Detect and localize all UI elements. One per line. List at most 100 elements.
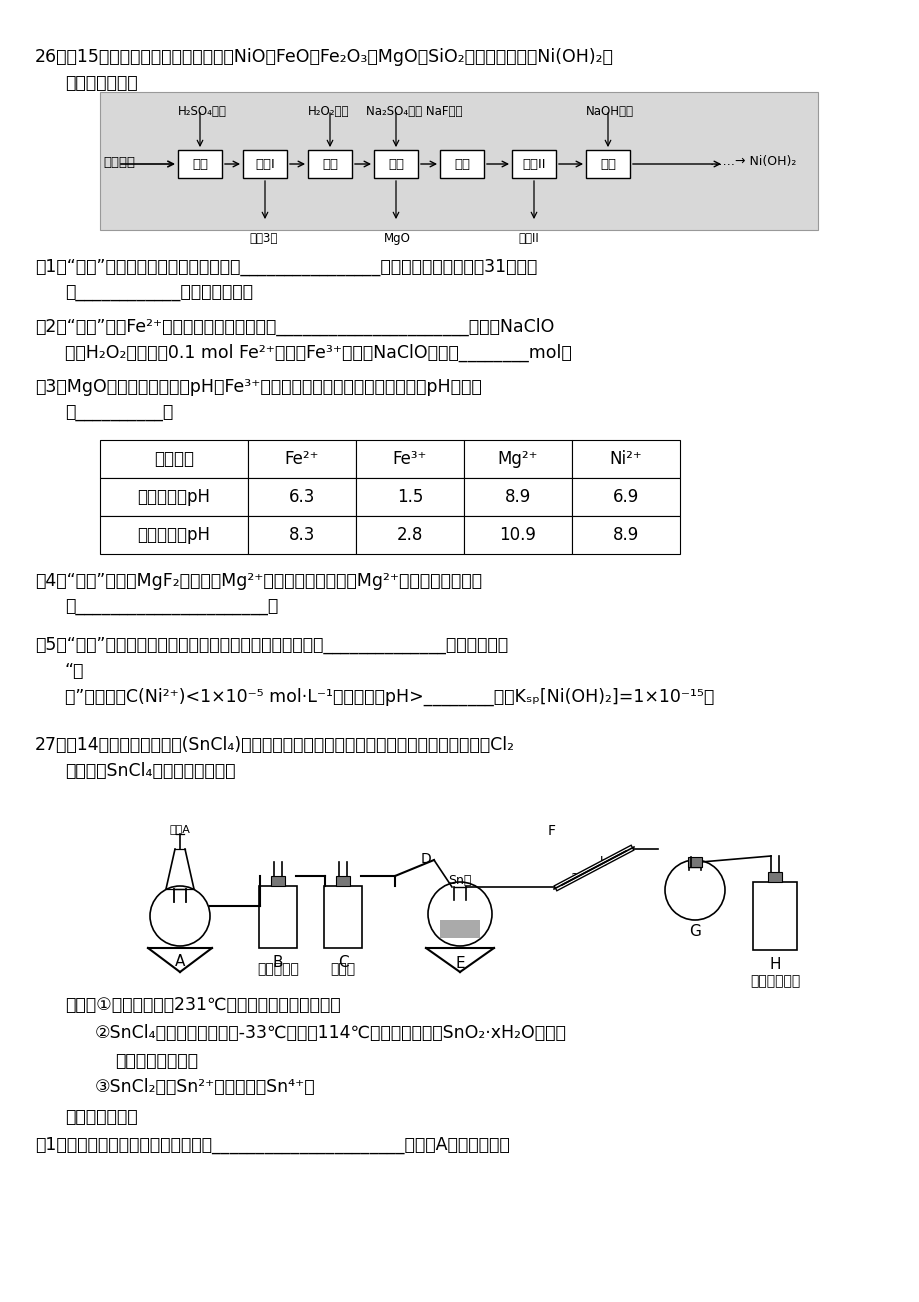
- Bar: [356, 516, 463, 553]
- Bar: [259, 885, 297, 948]
- Text: 工艺流程如图：: 工艺流程如图：: [65, 74, 138, 92]
- Text: 湿的空气中发烟。: 湿的空气中发烟。: [115, 1052, 198, 1070]
- Text: 沉铁: 沉铁: [388, 158, 403, 171]
- Bar: [100, 478, 248, 516]
- Text: D: D: [420, 852, 431, 866]
- Text: Na₂SO₄溶液 NaF溶液: Na₂SO₄溶液 NaF溶液: [366, 105, 462, 118]
- Text: 沉淀完全的pH: 沉淀完全的pH: [137, 526, 210, 544]
- Text: 10.9: 10.9: [499, 526, 536, 544]
- Text: 代替H₂O₂溶液，䁱0.1 mol Fe²⁺转化为Fe³⁺，则需NaClO至少为________mol。: 代替H₂O₂溶液，䁱0.1 mol Fe²⁺转化为Fe³⁺，则需NaClO至少为…: [65, 344, 571, 362]
- Text: 8.3: 8.3: [289, 526, 315, 544]
- Bar: [100, 440, 248, 478]
- Text: 已知：①金属锡燕点为231℃，化学活泼性与铁相似。: 已知：①金属锡燕点为231℃，化学活泼性与铁相似。: [65, 996, 340, 1014]
- Bar: [248, 516, 356, 553]
- Bar: [572, 516, 679, 553]
- Bar: [308, 150, 352, 178]
- Bar: [243, 150, 287, 178]
- Text: 回答下列问题：: 回答下列问题：: [65, 1108, 138, 1126]
- Text: 26．（15分）以红土镁矿（主要成分为NiO、FeO、Fe₂O₃、MgO和SiO₂等）为原料制备Ni(OH)₂的: 26．（15分）以红土镁矿（主要成分为NiO、FeO、Fe₂O₃、MgO和SiO…: [35, 48, 613, 66]
- Bar: [463, 478, 572, 516]
- Text: 开始沉淀的pH: 开始沉淀的pH: [137, 488, 210, 506]
- Text: a: a: [570, 870, 577, 883]
- Bar: [439, 921, 480, 937]
- Text: B: B: [272, 954, 283, 970]
- Bar: [325, 905, 359, 926]
- Bar: [463, 516, 572, 553]
- Circle shape: [427, 881, 492, 947]
- Bar: [100, 92, 817, 230]
- Text: Sn粉: Sn粉: [448, 874, 471, 887]
- Text: （1）“酸浸”时，加快化学反应速率的措施________________（写一条即可）。滤渤31的成分: （1）“酸浸”时，加快化学反应速率的措施________________（写一条…: [35, 258, 537, 276]
- Text: Mg²⁺: Mg²⁺: [497, 450, 538, 467]
- Bar: [585, 150, 630, 178]
- Text: （3）MgO的作用是调节溶液pH使Fe³⁺沉淀，根据下表的数据，则调节溶液pH的范围: （3）MgO的作用是调节溶液pH使Fe³⁺沉淀，根据下表的数据，则调节溶液pH的…: [35, 378, 482, 396]
- Text: 沉镁: 沉镁: [599, 158, 616, 171]
- Text: 沉镁: 沉镁: [453, 158, 470, 171]
- Bar: [374, 150, 417, 178]
- Bar: [463, 440, 572, 478]
- Text: 反应制备SnCl₄，装置如图所示。: 反应制备SnCl₄，装置如图所示。: [65, 762, 235, 780]
- Text: 滤渤3１: 滤渤3１: [249, 232, 277, 245]
- Bar: [767, 872, 781, 881]
- Text: Fe²⁺: Fe²⁺: [285, 450, 319, 467]
- Bar: [572, 478, 679, 516]
- Bar: [572, 440, 679, 478]
- Text: H: H: [768, 957, 780, 973]
- Bar: [248, 440, 356, 478]
- Text: C: C: [337, 954, 348, 970]
- Text: ……→ Ni(OH)₂: ……→ Ni(OH)₂: [709, 155, 796, 168]
- Bar: [439, 150, 483, 178]
- Text: （5）“沉镁”后需过滤、洗洤，证明沉淀已洗洤干净的方法是______________。室温时，若: （5）“沉镁”后需过滤、洗洤，证明沉淀已洗洤干净的方法是____________…: [35, 635, 507, 654]
- Bar: [335, 876, 349, 885]
- Bar: [512, 150, 555, 178]
- Text: 过滤I: 过滤I: [255, 158, 275, 171]
- Text: H₂O₂溶液: H₂O₂溶液: [308, 105, 349, 118]
- Text: 浓硫酸: 浓硫酸: [330, 962, 355, 976]
- Text: E: E: [455, 956, 464, 971]
- Text: （4）“沉镁”是生成MgF₂沉淀除去Mg²⁺。若溶液酸度过高，Mg²⁺沉淀不完全，原因: （4）“沉镁”是生成MgF₂沉淀除去Mg²⁺。若溶液酸度过高，Mg²⁺沉淀不完全…: [35, 572, 482, 590]
- Text: b: b: [599, 855, 607, 868]
- Text: 液液A: 液液A: [169, 824, 190, 835]
- Text: A: A: [175, 954, 185, 969]
- Text: H₂SO₄溶液: H₂SO₄溶液: [177, 105, 227, 118]
- Text: 8.9: 8.9: [505, 488, 530, 506]
- Text: 为____________（填化学式）。: 为____________（填化学式）。: [65, 284, 253, 302]
- Circle shape: [150, 885, 210, 947]
- Text: 是______________________。: 是______________________。: [65, 598, 278, 616]
- Text: ②SnCl₄为无色液体，燕点-33℃，沸点114℃，极易水解生成SnO₂·xH₂O，在潮: ②SnCl₄为无色液体，燕点-33℃，沸点114℃，极易水解生成SnO₂·xH₂…: [95, 1023, 566, 1042]
- Text: 饱和食盐水: 饱和食盐水: [256, 962, 299, 976]
- Text: 6.9: 6.9: [612, 488, 639, 506]
- Bar: [271, 876, 285, 885]
- Text: 红土镁矿: 红土镁矿: [103, 156, 135, 169]
- Text: 过滤II: 过滤II: [522, 158, 545, 171]
- Text: G: G: [688, 924, 700, 939]
- Text: 6.3: 6.3: [289, 488, 315, 506]
- Bar: [261, 905, 295, 926]
- Text: 27．（14分）无水四氯化锡(SnCl₄)常用作有机合成的氯化催化剑。实验室可用燕融的锡与Cl₂: 27．（14分）无水四氯化锡(SnCl₄)常用作有机合成的氯化催化剑。实验室可用…: [35, 736, 515, 754]
- Bar: [754, 902, 794, 928]
- Text: （2）“氧化”时，Fe²⁺发生反应的离子方程式为______________________，若用NaClO: （2）“氧化”时，Fe²⁺发生反应的离子方程式为________________…: [35, 318, 554, 336]
- Text: F: F: [548, 824, 555, 838]
- Bar: [177, 150, 221, 178]
- Bar: [356, 478, 463, 516]
- Text: 酸浸: 酸浸: [192, 158, 208, 171]
- Text: Fe³⁺: Fe³⁺: [392, 450, 426, 467]
- Text: 是__________。: 是__________。: [65, 404, 173, 422]
- Bar: [248, 478, 356, 516]
- Text: ③SnCl₂中的Sn²⁺易被氧化为Sn⁴⁺。: ③SnCl₂中的Sn²⁺易被氧化为Sn⁴⁺。: [95, 1078, 315, 1096]
- Circle shape: [152, 888, 208, 944]
- Bar: [100, 516, 248, 553]
- Bar: [752, 881, 796, 950]
- Text: 氢氧化钓溶液: 氢氧化钓溶液: [749, 974, 800, 988]
- Text: （1）打开分液漏斗上端活塞的作用是______________________，装置A中发生反应的: （1）打开分液漏斗上端活塞的作用是______________________，…: [35, 1137, 509, 1154]
- Text: “沉: “沉: [65, 661, 85, 680]
- Text: Ni²⁺: Ni²⁺: [609, 450, 641, 467]
- Text: 镁”后的滤液C(Ni²⁺)<1×10⁻⁵ mol·L⁻¹，则滤液中pH>________。（Kₛₚ[Ni(OH)₂]=1×10⁻¹⁵）: 镁”后的滤液C(Ni²⁺)<1×10⁻⁵ mol·L⁻¹，则滤液中pH>____…: [65, 687, 713, 706]
- Bar: [323, 885, 361, 948]
- Text: 金属离子: 金属离子: [153, 450, 194, 467]
- Text: MgO: MgO: [383, 232, 411, 245]
- Bar: [687, 857, 701, 867]
- Text: 1.5: 1.5: [396, 488, 423, 506]
- Text: 8.9: 8.9: [612, 526, 639, 544]
- Circle shape: [664, 861, 724, 921]
